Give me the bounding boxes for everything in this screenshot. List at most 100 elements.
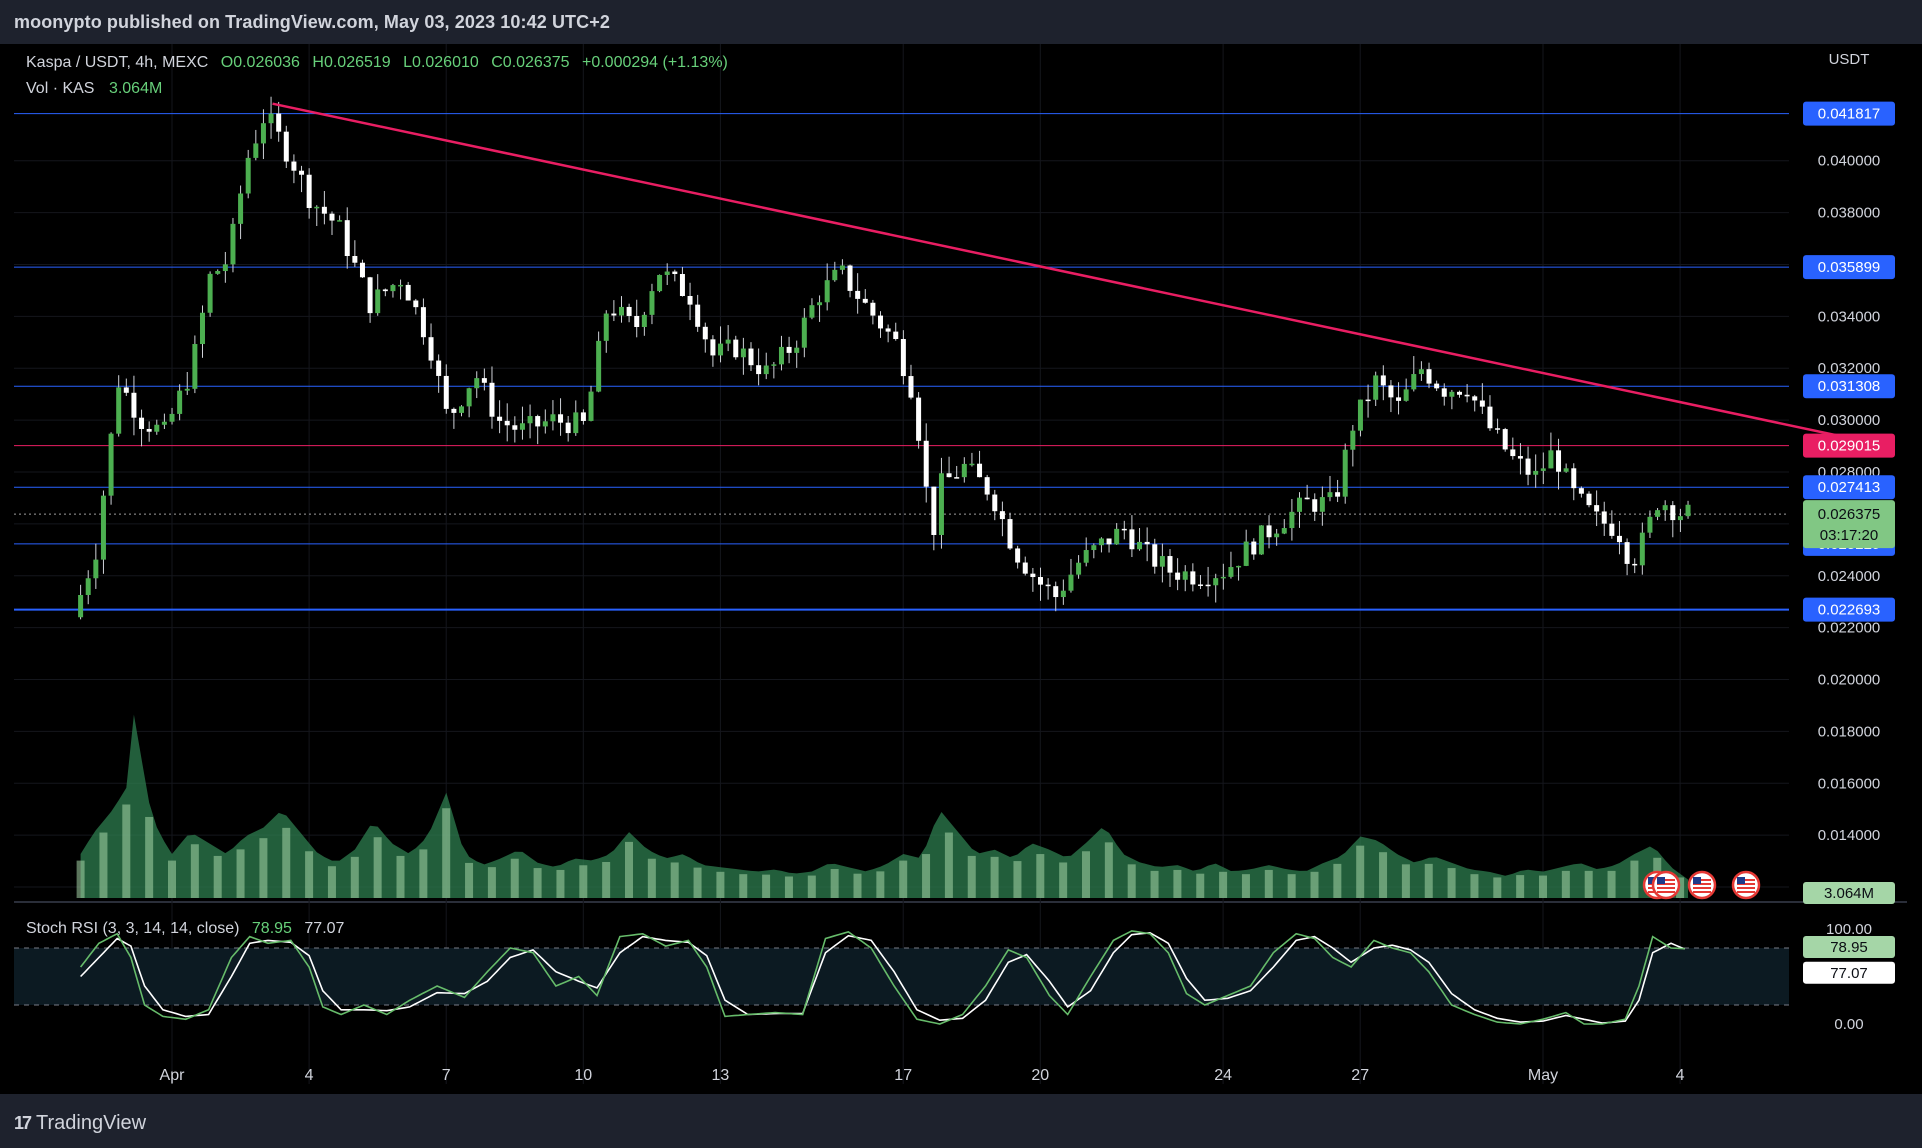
volume-bar (190, 844, 199, 898)
candle-body (794, 347, 800, 353)
chart-frame (14, 44, 1907, 1094)
volume-bar (1356, 845, 1365, 898)
volume-bar (1127, 864, 1136, 898)
candle-body (1121, 528, 1127, 531)
candle-body (954, 477, 960, 479)
candle-body (215, 271, 221, 274)
volume-bar (373, 837, 382, 898)
candle-body (276, 113, 282, 132)
candle-body (1426, 369, 1432, 384)
candle-body (1655, 510, 1661, 517)
candle-body (634, 315, 640, 327)
candle-body (1159, 556, 1165, 567)
volume-bar (944, 832, 953, 898)
volume-bar (579, 865, 588, 898)
candle-body (672, 271, 678, 275)
candle-body (1510, 449, 1516, 457)
candle-body (718, 343, 724, 356)
candle-body (923, 440, 929, 487)
volume-bar (1264, 869, 1273, 898)
candle-body (1327, 492, 1333, 498)
volume-bar (1013, 861, 1022, 898)
trendline-layer[interactable] (272, 102, 1864, 443)
time-tick-label: 7 (442, 1067, 451, 1084)
candle-body (733, 339, 739, 358)
volume-bar (625, 841, 633, 898)
flag-canton (1657, 877, 1665, 884)
candle-body (1228, 567, 1234, 577)
candle-body (1137, 541, 1143, 550)
horizontal-levels[interactable] (14, 113, 1789, 611)
candle-body (1373, 375, 1379, 400)
volume-bar (899, 860, 908, 898)
volume-bar (990, 856, 999, 898)
volume-axis-label-bg (1803, 882, 1895, 904)
us-flag-icon[interactable] (1651, 870, 1681, 900)
candle-body (649, 291, 655, 315)
volume-bar (122, 804, 131, 898)
candle-body (1418, 369, 1424, 375)
candle-body (1578, 488, 1584, 494)
candle-body (550, 414, 556, 422)
candle-body (580, 412, 586, 421)
tradingview-logo[interactable]: 17 TradingView (14, 1112, 146, 1135)
volume-bar (1082, 851, 1090, 898)
level-price-label-bg (1803, 374, 1895, 399)
volume-bar (1059, 862, 1068, 898)
candle-body (1022, 562, 1028, 574)
volume-bar (1173, 869, 1182, 898)
flag-stripe (1693, 883, 1711, 885)
candle-body (1357, 399, 1363, 431)
volume-bar (168, 860, 176, 898)
stoch-rsi-label[interactable]: Stoch RSI (3, 3, 14, 14, close) (26, 920, 240, 937)
candle-body (885, 328, 891, 332)
time-tick-label: 24 (1214, 1067, 1232, 1084)
candle-body (999, 511, 1005, 520)
candle-body (1167, 556, 1173, 573)
stoch-rsi-d-axis-label-bg (1803, 961, 1895, 984)
candle-body (1479, 400, 1485, 407)
candle-body (260, 123, 266, 144)
symbol-label[interactable]: Kaspa / USDT, 4h, MEXC (26, 54, 209, 71)
candle-body (1129, 529, 1135, 550)
tradingview-logo-icon: 17 (14, 1113, 32, 1133)
volume-axis-label: 3.064M (1824, 885, 1874, 902)
volume-bar (1584, 870, 1593, 898)
level-price-label: 0.031308 (1818, 378, 1881, 395)
candle-body (695, 304, 701, 327)
candle-body (1548, 450, 1554, 469)
event-icons[interactable] (1642, 870, 1761, 900)
high-value: H0.026519 (312, 54, 391, 71)
candle-body (199, 312, 205, 345)
candle-body (938, 473, 944, 535)
candle-body (1487, 406, 1493, 429)
volume-bar (1447, 868, 1456, 898)
volume-bar (145, 816, 154, 898)
volume-label[interactable]: Vol · KAS (26, 80, 95, 97)
candle-body (1495, 428, 1501, 430)
candle-body (116, 387, 122, 434)
trendline (272, 102, 1864, 443)
candle-body (1015, 548, 1021, 563)
candle-body (1037, 577, 1043, 585)
axes: USDT0.0400000.0380000.0360000.0340000.03… (160, 51, 1881, 1084)
footer-bar (0, 1094, 1922, 1148)
candle-body (230, 223, 236, 265)
candle-body (161, 421, 167, 425)
candle-body (687, 295, 693, 305)
chart-canvas[interactable]: USDT0.0400000.0380000.0360000.0340000.03… (14, 44, 1907, 1094)
axis-currency-label: USDT (1829, 51, 1870, 68)
volume-bar (647, 858, 656, 898)
us-flag-icon[interactable] (1731, 870, 1761, 900)
price-tick-label: 0.038000 (1818, 205, 1881, 222)
us-flag-icon[interactable] (1687, 870, 1717, 900)
volume-bar (1493, 877, 1502, 898)
candle-body (1175, 572, 1181, 580)
volume-bar (419, 849, 428, 898)
candle-body (123, 387, 129, 393)
candle-body (1266, 525, 1272, 538)
price-labels: 0.041817 0.035899 0.031308 0.029015 0.027413… (1803, 101, 1895, 984)
volume-bar (922, 854, 931, 898)
candle-body (1213, 578, 1219, 586)
volume-bar (556, 869, 565, 898)
